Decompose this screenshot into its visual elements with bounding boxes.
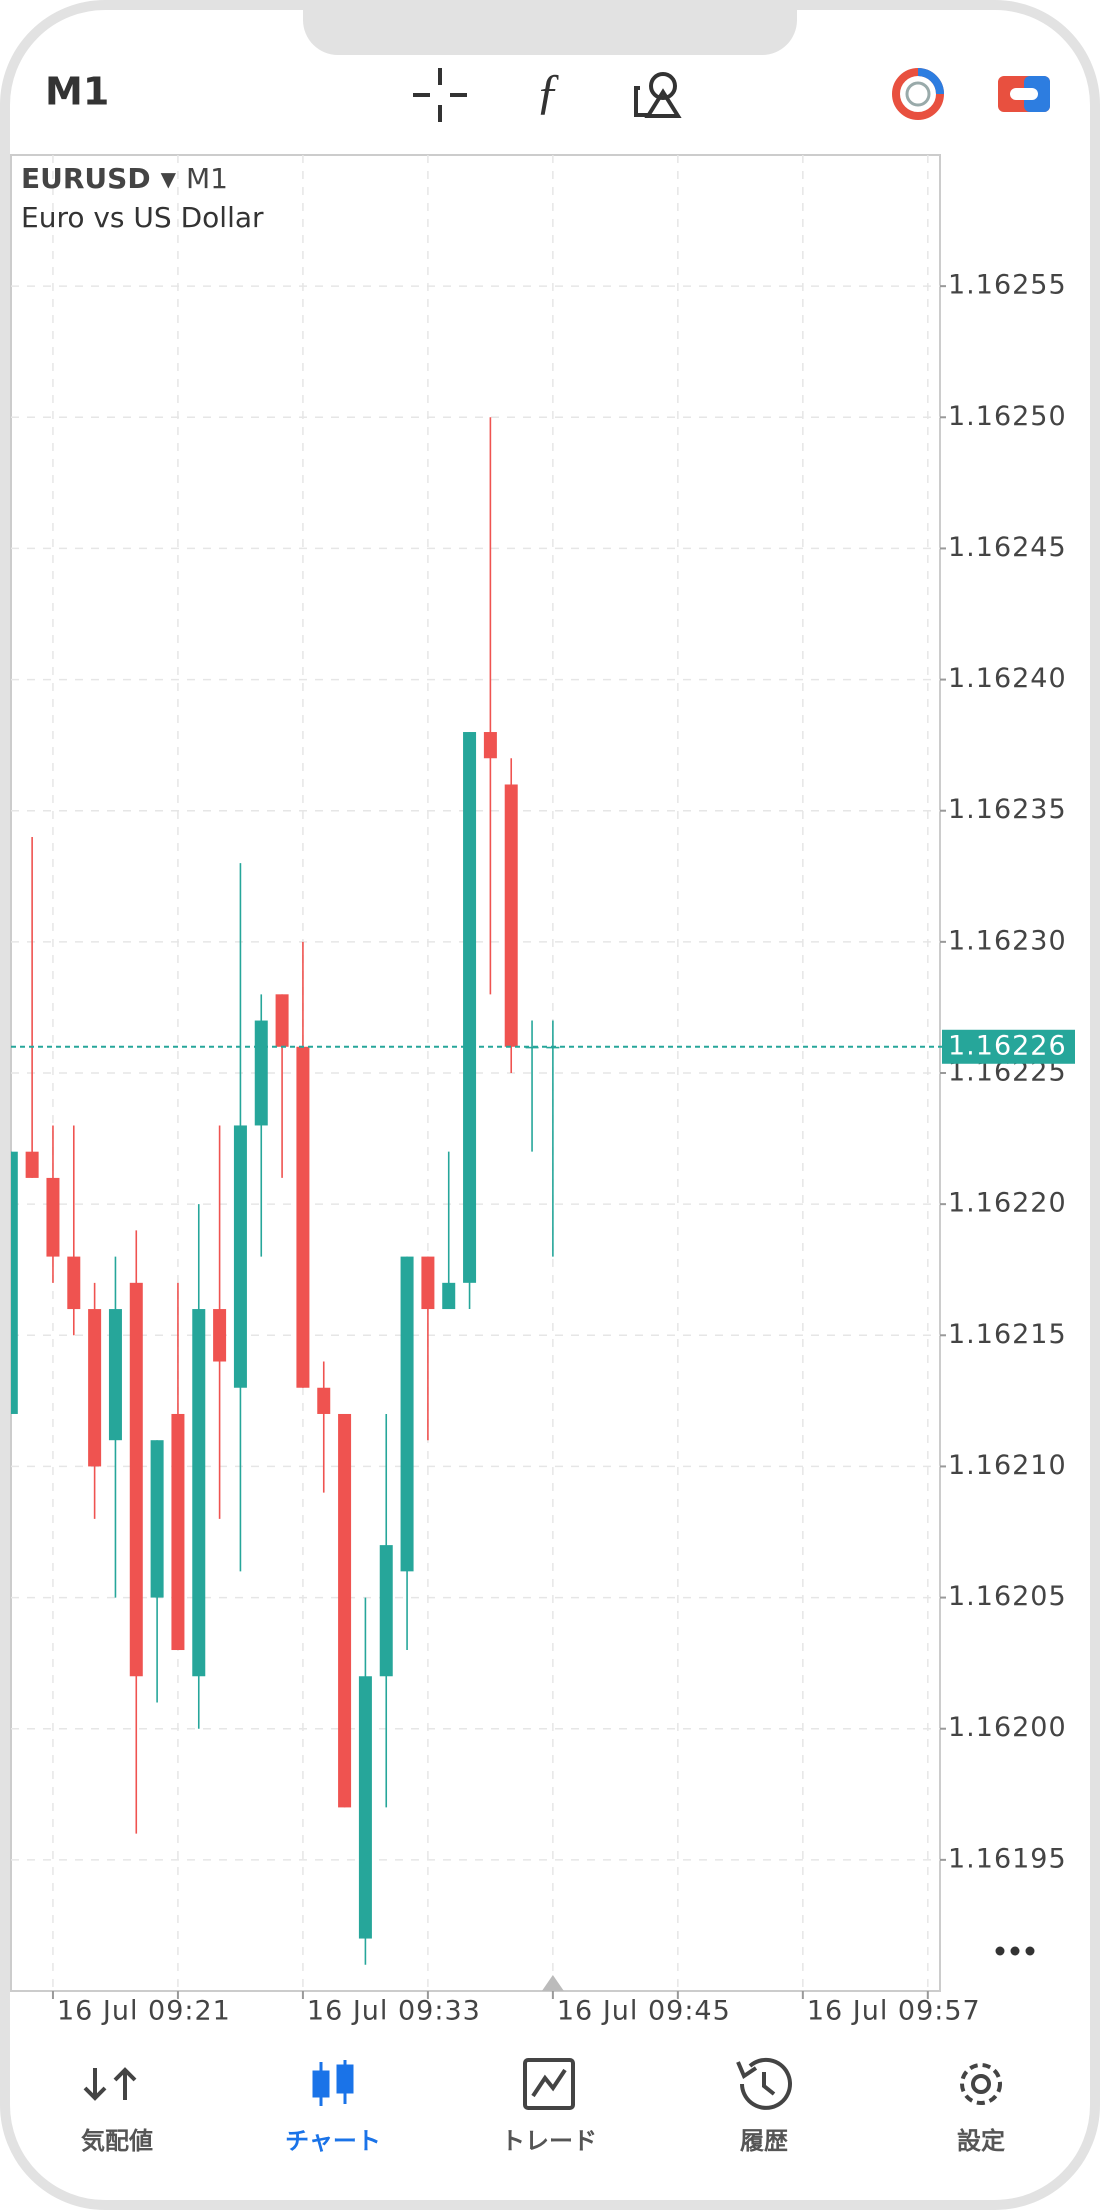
- trade-icon[interactable]: [998, 76, 1050, 112]
- y-tick-label: 1.16210: [948, 1450, 1067, 1481]
- current-price-tag: [942, 1029, 1075, 1064]
- candle-body: [525, 1046, 539, 1049]
- current-price-label: 1.16226: [948, 1030, 1067, 1061]
- x-tick-label: 16 Jul 09:57: [807, 1996, 981, 2027]
- nav-icon: [312, 2070, 330, 2098]
- nav-label: 履歴: [740, 2127, 788, 2155]
- nav-icon: [523, 2058, 575, 2110]
- candle-body: [192, 1309, 206, 1677]
- candle-body: [338, 1413, 352, 1808]
- nav-icon: [960, 2063, 1002, 2105]
- candle-body: [421, 1256, 435, 1310]
- y-tick-label: 1.16250: [948, 401, 1067, 432]
- nav-label: 気配値: [81, 2127, 153, 2155]
- y-tick-label: 1.16245: [948, 532, 1067, 563]
- symbol: EURUSD ▼ M1: [21, 162, 228, 195]
- y-tick-label: 1.16230: [948, 925, 1067, 956]
- y-tick-label: 1.16205: [948, 1581, 1067, 1612]
- candle-body: [213, 1309, 227, 1362]
- candle-body: [379, 1545, 393, 1677]
- nav-icon: [740, 2057, 792, 2110]
- nav-icon: [531, 2068, 567, 2098]
- symbol-timeframe: M1: [186, 162, 228, 195]
- symbol-name: EURUSD: [21, 162, 151, 195]
- candle-body: [296, 1046, 310, 1388]
- nav-icon: [736, 2057, 792, 2110]
- candle-body: [25, 1151, 39, 1178]
- candle-body: [463, 732, 477, 1283]
- nav-label: チャート: [285, 2127, 381, 2155]
- nav-icon: [83, 2067, 137, 2101]
- nav-icon: [336, 2064, 354, 2094]
- candle-body: [442, 1282, 456, 1310]
- candle-body: [317, 1387, 331, 1414]
- nav-icon: [960, 2063, 1002, 2105]
- y-tick-label: 1.16235: [948, 794, 1067, 825]
- nav-item[interactable]: チャート: [285, 2060, 381, 2155]
- x-tick-label: 16 Jul 09:45: [557, 1996, 731, 2027]
- nav-item[interactable]: 気配値: [81, 2067, 153, 2155]
- candle-body: [483, 732, 497, 759]
- more-menu[interactable]: [995, 1946, 1035, 1956]
- candle-body: [88, 1309, 102, 1467]
- y-tick-label: 1.16200: [948, 1712, 1067, 1743]
- nav-icon: [736, 2061, 758, 2079]
- notch: [303, 0, 797, 55]
- candle-body: [67, 1256, 81, 1310]
- candle-body: [129, 1282, 143, 1677]
- y-tick-label: 1.16215: [948, 1319, 1067, 1350]
- y-tick-label: 1.16240: [948, 663, 1067, 694]
- candle-body: [504, 784, 518, 1047]
- candle-body: [150, 1440, 164, 1598]
- nav-icon: [312, 2060, 354, 2106]
- nav-icon: [971, 2074, 991, 2094]
- indicator-icon[interactable]: ƒ: [536, 62, 561, 118]
- timeframe-button[interactable]: M1: [45, 70, 109, 114]
- candle-body: [233, 1125, 247, 1388]
- x-tick-label: 16 Jul 09:21: [57, 1996, 231, 2027]
- candle-body: [254, 1020, 268, 1126]
- candle-body: [11, 1151, 18, 1414]
- nav-icon: [523, 2058, 575, 2110]
- nav-label: トレード: [501, 2127, 597, 2155]
- y-tick-label: 1.16195: [948, 1843, 1067, 1874]
- x-tick-label: 16 Jul 09:33: [307, 1996, 481, 2027]
- candle-body: [358, 1676, 372, 1939]
- y-tick-label: 1.16220: [948, 1188, 1067, 1219]
- crosshair-icon[interactable]: [413, 68, 467, 122]
- nav-item[interactable]: 履歴: [736, 2057, 792, 2155]
- account-icon[interactable]: [892, 68, 944, 120]
- objects-icon[interactable]: [634, 72, 682, 118]
- candle-body: [171, 1413, 185, 1651]
- y-tick-label: 1.16255: [948, 270, 1067, 301]
- candle-body: [275, 994, 289, 1047]
- nav-icon: [762, 2072, 776, 2096]
- nav-item[interactable]: トレード: [501, 2058, 597, 2155]
- dropdown: ▼: [161, 167, 177, 191]
- symbol-description: Euro vs US Dollar: [21, 201, 264, 234]
- nav-label: 設定: [957, 2127, 1005, 2155]
- candle-body: [46, 1177, 60, 1257]
- nav-item[interactable]: 設定: [957, 2063, 1005, 2155]
- candle-body: [400, 1256, 414, 1572]
- last-bar-marker: [541, 1975, 564, 1991]
- candle-body: [108, 1309, 122, 1441]
